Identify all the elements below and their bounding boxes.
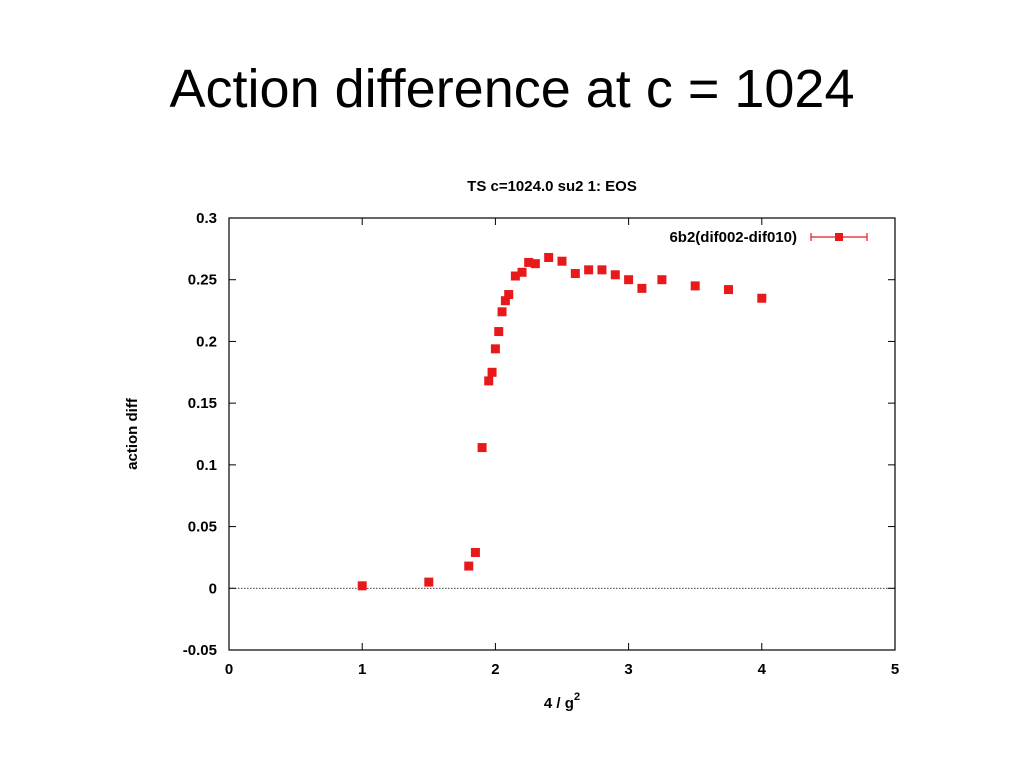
data-point-0-24 bbox=[657, 275, 667, 285]
y-axis: 0.3 0.25 0.2 0.15 0.1 0.05 0 -0.05 bbox=[183, 210, 895, 659]
data-point-0-6 bbox=[487, 367, 497, 377]
y-tick-label-0: 0.3 bbox=[196, 210, 217, 227]
plot-area-border bbox=[228, 217, 896, 651]
data-point-0-19 bbox=[584, 265, 594, 275]
data-point-0-20 bbox=[597, 265, 607, 275]
x-tick-label-2: 2 bbox=[491, 661, 499, 678]
data-point-0-13 bbox=[517, 267, 527, 277]
data-point-0-26 bbox=[724, 285, 733, 295]
y-tick-label-3: 0.15 bbox=[188, 395, 217, 412]
y-tick-label-2: 0.2 bbox=[196, 333, 217, 350]
data-point-0-5 bbox=[484, 376, 494, 386]
data-point-0-16 bbox=[544, 252, 554, 262]
data-point-0-9 bbox=[497, 307, 507, 317]
data-point-0-4 bbox=[477, 443, 487, 453]
data-point-0-22 bbox=[624, 275, 634, 285]
legend-label: 6b2(dif002-dif010) bbox=[669, 229, 797, 246]
data-point-0-0 bbox=[357, 581, 367, 591]
data-point-0-12 bbox=[510, 271, 520, 281]
x-tick-label-4: 4 bbox=[758, 661, 767, 678]
x-tick-label-5: 5 bbox=[891, 661, 899, 678]
x-axis: 0 1 2 3 4 5 bbox=[225, 218, 899, 678]
data-point-0-2 bbox=[464, 561, 474, 571]
data-point-0-10 bbox=[500, 296, 510, 306]
y-tick-label-1: 0.25 bbox=[188, 272, 217, 289]
data-point-0-8 bbox=[494, 327, 504, 337]
data-point-0-27 bbox=[757, 293, 767, 303]
data-point-0-14 bbox=[524, 257, 534, 267]
data-point-0-18 bbox=[570, 269, 580, 279]
data-point-0-7 bbox=[490, 344, 500, 354]
chart-title: TS c=1024.0 su2 1: EOS bbox=[467, 178, 637, 195]
x-axis-label-base: 4 / g bbox=[544, 695, 574, 712]
x-tick-label-1: 1 bbox=[358, 661, 366, 678]
data-point-0-23 bbox=[637, 283, 647, 293]
x-axis-label: 4 / g2 bbox=[544, 691, 580, 712]
scatter-chart: TS c=1024.0 su2 1: EOS 0.30.250.20.150.1… bbox=[124, 178, 899, 712]
data-point-0-21 bbox=[610, 270, 620, 280]
data-point-0-11 bbox=[504, 290, 514, 300]
data-point-0-15 bbox=[530, 259, 540, 269]
y-axis-label: action diff bbox=[124, 397, 141, 470]
data-point-0-3 bbox=[470, 547, 480, 557]
x-tick-label-3: 3 bbox=[624, 661, 632, 678]
y-tick-label-6: 0 bbox=[209, 580, 217, 597]
slide-title: Action difference at c = 1024 bbox=[169, 59, 855, 119]
data-points bbox=[357, 252, 767, 591]
data-point-0-25 bbox=[690, 281, 700, 291]
y-tick-label-4: 0.1 bbox=[196, 457, 217, 474]
data-point-0-1 bbox=[424, 577, 434, 587]
data-point-0-17 bbox=[557, 256, 567, 266]
y-tick-label-5: 0.05 bbox=[188, 519, 217, 536]
x-axis-label-superscript: 2 bbox=[574, 691, 580, 703]
legend: 6b2(dif002-dif010) bbox=[669, 229, 868, 246]
chart-frame: TS c=1024.0 su2 1: EOS 0.3 0.25 0.2 0.15 0.1… bbox=[92, 158, 916, 732]
y-tick-label-7: -0.05 bbox=[183, 642, 217, 659]
x-tick-label-0: 0 bbox=[225, 661, 233, 678]
legend-marker bbox=[835, 233, 843, 241]
